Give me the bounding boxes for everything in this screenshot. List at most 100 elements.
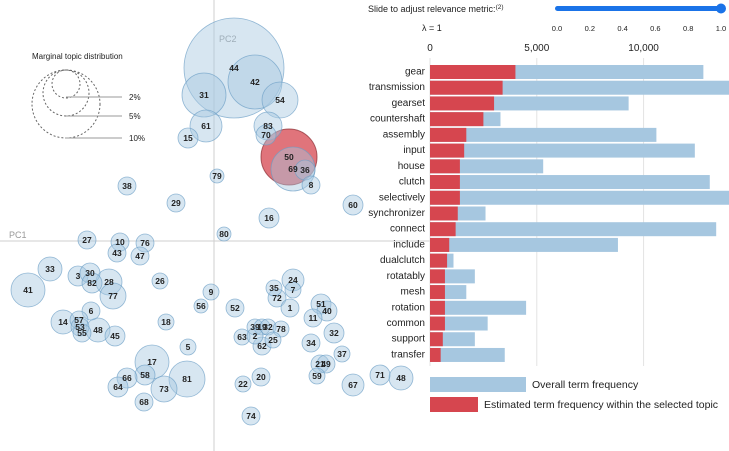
term-label-rotatably[interactable]: rotatably xyxy=(387,271,425,282)
topic-circle-18[interactable] xyxy=(157,313,175,331)
topic-circle-33[interactable] xyxy=(37,256,63,282)
term-label-connect[interactable]: connect xyxy=(390,224,425,235)
topic-circle-76[interactable] xyxy=(135,233,155,253)
selected-bar-dualclutch[interactable] xyxy=(430,253,448,268)
term-label-assembly[interactable]: assembly xyxy=(383,129,425,140)
topic-circle-38[interactable] xyxy=(117,176,137,196)
topic-circle-82[interactable] xyxy=(81,272,103,294)
topic-circle-60[interactable] xyxy=(342,194,364,216)
topic-circle-70[interactable] xyxy=(255,124,277,146)
overall-bar-connect[interactable] xyxy=(430,222,717,237)
term-label-house[interactable]: house xyxy=(398,161,426,172)
topic-circle-36[interactable] xyxy=(294,159,316,181)
topic-circle-48[interactable] xyxy=(388,365,414,391)
selected-bar-rotation[interactable] xyxy=(430,300,445,315)
topic-circle-32[interactable] xyxy=(323,322,345,344)
topic-circle-81[interactable] xyxy=(168,360,206,398)
selected-bar-include[interactable] xyxy=(430,237,450,252)
selected-bar-countershaft[interactable] xyxy=(430,112,484,127)
selected-bar-clutch[interactable] xyxy=(430,175,460,190)
topic-circle-29[interactable] xyxy=(166,193,186,213)
topic-circle-41[interactable] xyxy=(10,272,46,308)
term-label-clutch[interactable]: clutch xyxy=(399,177,425,188)
topic-circle-24[interactable] xyxy=(281,268,305,292)
slider-track[interactable] xyxy=(555,6,721,11)
topic-circle-83[interactable] xyxy=(253,111,283,141)
term-label-support[interactable]: support xyxy=(392,334,426,345)
overall-bar-clutch[interactable] xyxy=(430,175,710,190)
term-label-input[interactable]: input xyxy=(403,145,425,156)
topic-circle-15[interactable] xyxy=(177,127,199,149)
topic-circle-54[interactable] xyxy=(261,81,299,119)
topic-circle-47[interactable] xyxy=(130,246,150,266)
topic-circle-68[interactable] xyxy=(134,392,154,412)
overall-bar-assembly[interactable] xyxy=(430,127,657,142)
topic-circle-37[interactable] xyxy=(333,345,351,363)
term-label-mesh[interactable]: mesh xyxy=(401,287,425,298)
topic-circle-9[interactable] xyxy=(202,283,220,301)
topic-circle-45[interactable] xyxy=(104,325,126,347)
selected-bar-connect[interactable] xyxy=(430,222,456,237)
overall-bar-transfer[interactable] xyxy=(430,347,505,362)
term-label-common[interactable]: common xyxy=(387,318,425,329)
topic-circle-3[interactable] xyxy=(67,265,89,287)
topic-circle-73[interactable] xyxy=(150,375,178,403)
topic-circle-2[interactable] xyxy=(246,327,264,345)
topic-circle-16[interactable] xyxy=(258,207,280,229)
overall-bar-include[interactable] xyxy=(430,237,618,252)
selected-bar-input[interactable] xyxy=(430,143,465,158)
term-label-dualclutch[interactable]: dualclutch xyxy=(380,255,425,266)
topic-circle-19[interactable] xyxy=(253,318,271,336)
selected-bar-transfer[interactable] xyxy=(430,347,441,362)
topic-circle-43[interactable] xyxy=(107,243,127,263)
selected-bar-rotatably[interactable] xyxy=(430,269,445,284)
selected-bar-common[interactable] xyxy=(430,316,445,331)
topic-circle-52[interactable] xyxy=(225,298,245,318)
topic-circle-64[interactable] xyxy=(107,376,129,398)
selected-bar-mesh[interactable] xyxy=(430,285,445,300)
topic-circle-63[interactable] xyxy=(233,328,251,346)
selected-bar-selectively[interactable] xyxy=(430,190,460,205)
topic-circle-58[interactable] xyxy=(134,364,156,386)
selected-bar-gear[interactable] xyxy=(430,65,516,79)
topic-circle-62[interactable] xyxy=(252,336,272,356)
topic-circle-67[interactable] xyxy=(341,373,365,397)
term-label-transmission[interactable]: transmission xyxy=(369,82,425,93)
topic-circle-14[interactable] xyxy=(50,309,76,335)
term-label-include[interactable]: include xyxy=(393,239,425,250)
term-label-countershaft[interactable]: countershaft xyxy=(370,114,425,125)
term-label-gearset[interactable]: gearset xyxy=(392,98,426,109)
overall-bar-rotation[interactable] xyxy=(430,300,527,315)
term-label-synchronizer[interactable]: synchronizer xyxy=(368,208,425,219)
topic-circle-32[interactable] xyxy=(259,318,277,336)
term-label-transfer[interactable]: transfer xyxy=(391,349,426,360)
topic-circle-25[interactable] xyxy=(264,331,282,349)
topic-circle-31[interactable] xyxy=(181,72,227,118)
topic-circle-72[interactable] xyxy=(267,288,287,308)
term-label-rotation[interactable]: rotation xyxy=(392,302,425,313)
topic-circle-34[interactable] xyxy=(301,333,321,353)
term-label-gear[interactable]: gear xyxy=(405,67,426,78)
topic-circle-27[interactable] xyxy=(77,230,97,250)
topic-circle-50[interactable] xyxy=(260,128,318,186)
topic-circle-26[interactable] xyxy=(151,272,169,290)
topic-circle-20[interactable] xyxy=(251,367,271,387)
topic-circle-59[interactable] xyxy=(308,367,326,385)
topic-circle-66[interactable] xyxy=(116,367,138,389)
topic-circle-1[interactable] xyxy=(280,298,300,318)
selected-bar-synchronizer[interactable] xyxy=(430,206,458,221)
overall-bar-transmission[interactable] xyxy=(430,80,729,95)
topic-circle-35[interactable] xyxy=(265,279,283,297)
topic-circle-11[interactable] xyxy=(303,308,323,328)
topic-circle-61[interactable] xyxy=(189,109,223,143)
topic-circle-71[interactable] xyxy=(369,364,391,386)
topic-circle-49[interactable] xyxy=(316,354,336,374)
topic-circle-80[interactable] xyxy=(216,226,232,242)
slider-thumb[interactable] xyxy=(716,3,726,14)
topic-circle-39[interactable] xyxy=(246,318,264,336)
selected-bar-support[interactable] xyxy=(430,332,443,347)
topic-circle-8[interactable] xyxy=(301,175,321,195)
topic-circle-77[interactable] xyxy=(99,282,127,310)
topic-circle-74[interactable] xyxy=(241,406,261,426)
topic-circle-48[interactable] xyxy=(85,317,111,343)
